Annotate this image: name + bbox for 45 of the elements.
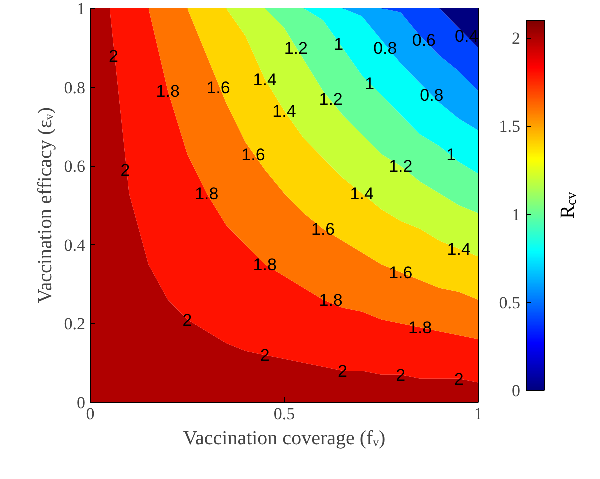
color-bar-label: 1.5	[499, 117, 520, 136]
annotation: 2	[109, 46, 119, 66]
annotation: 0.8	[420, 86, 444, 106]
annotation: 1.6	[389, 263, 413, 282]
annotation: 2	[120, 161, 130, 180]
annotation: 1	[365, 74, 375, 94]
annotation: 0.4	[455, 27, 479, 46]
y-axis-title: Vaccination efficacy (εᵥ)	[34, 107, 56, 304]
annotation: 2	[260, 346, 270, 366]
annotation: 0.6	[412, 31, 436, 50]
x-axis-title: Vaccination coverage (fᵥ)	[183, 428, 386, 450]
y-tick-label: 0.2	[64, 314, 86, 334]
annotation: 1.8	[156, 82, 180, 102]
color-bar-title: Rcv	[557, 192, 580, 219]
annotation: 1.6	[242, 145, 266, 164]
annotation: 1.4	[447, 240, 471, 259]
annotation: 1.6	[311, 220, 336, 240]
annotation: 1.6	[206, 78, 230, 98]
annotation: 1.2	[284, 38, 308, 58]
y-tick-label: 0.6	[64, 157, 86, 176]
annotation: 1.8	[253, 256, 277, 275]
annotation: 1.8	[408, 318, 432, 338]
annotation: 1.2	[389, 157, 413, 176]
annotation: 1.8	[195, 184, 219, 204]
y-tick-label: 0.8	[64, 78, 86, 98]
annotation: 1.4	[272, 102, 296, 121]
x-tick-label: 0.5	[274, 404, 296, 424]
color-bar-label: 0.5	[499, 293, 520, 312]
annotation: 2	[396, 366, 406, 385]
x-tick-label: 1	[474, 404, 483, 424]
annotation: 2	[338, 362, 348, 381]
annotation: 2	[182, 310, 192, 330]
y-tick-label: 1	[77, 0, 86, 18]
annotation: 2	[454, 370, 464, 389]
annotation: 1.2	[319, 90, 343, 110]
annotation: 1	[334, 34, 344, 54]
annotation: 1.4	[253, 70, 277, 90]
color-bar-label: 0	[512, 382, 520, 400]
color-bar-label: 1	[512, 205, 520, 224]
annotation: 0.8	[374, 38, 398, 58]
color-bar-label: 2	[512, 29, 520, 48]
annotation: 1.4	[350, 184, 374, 204]
annotation: 1.8	[319, 291, 343, 310]
annotation: 1	[446, 145, 456, 164]
y-tick-label: 0.4	[64, 236, 86, 255]
